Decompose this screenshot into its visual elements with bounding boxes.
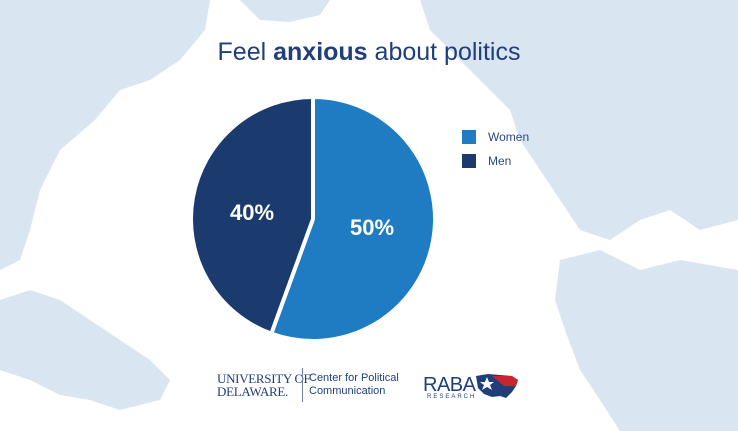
university-of-delaware-logo: UNIVERSITY OF DELAWARE.	[217, 372, 310, 398]
logo-divider	[302, 368, 303, 402]
legend-swatch-men	[462, 154, 476, 168]
cpc-line1: Center for Political	[309, 372, 399, 385]
legend-item-men: Men	[462, 154, 511, 168]
legend-label-men: Men	[488, 154, 511, 168]
legend-item-women: Women	[462, 130, 529, 144]
raba-us-map-icon	[474, 370, 520, 402]
legend-swatch-women	[462, 130, 476, 144]
ud-logo-line2: DELAWARE.	[217, 385, 310, 398]
center-for-political-communication: Center for Political Communication	[309, 372, 399, 398]
raba-logo-subtext: RESEARCH	[427, 394, 476, 400]
data-label-men: 40%	[230, 200, 274, 225]
cpc-line2: Communication	[309, 385, 399, 398]
data-label-women: 50%	[350, 215, 394, 240]
legend-label-women: Women	[488, 130, 529, 144]
